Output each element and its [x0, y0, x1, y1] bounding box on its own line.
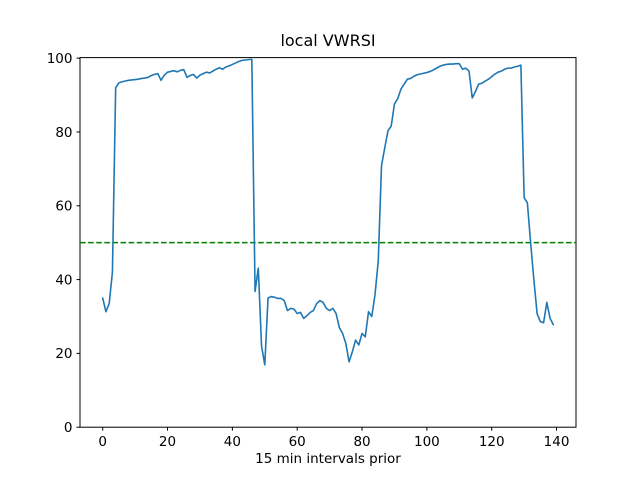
x-tick-label: 0 — [98, 434, 107, 450]
vwrsi-line — [101, 58, 555, 366]
y-tick-label: 100 — [47, 51, 73, 67]
x-tick-label: 140 — [544, 434, 570, 450]
y-tick-label: 40 — [55, 272, 72, 288]
x-tick-label: 40 — [224, 434, 241, 450]
y-tick-label: 60 — [55, 199, 72, 215]
x-tick-label: 100 — [414, 434, 440, 450]
y-tick-label: 80 — [55, 125, 72, 141]
y-axis-ticks: 0 20 40 60 80 100 — [47, 51, 80, 436]
y-tick-label: 20 — [55, 346, 72, 362]
chart-title: local VWRSI — [280, 31, 375, 50]
x-tick-label: 120 — [479, 434, 505, 450]
x-tick-label: 80 — [353, 434, 370, 450]
x-tick-label: 20 — [159, 434, 176, 450]
y-tick-label: 0 — [64, 420, 73, 436]
x-tick-label: 60 — [289, 434, 306, 450]
x-axis-ticks: 0 20 40 60 80 100 120 140 — [98, 427, 569, 450]
x-axis-label: 15 min intervals prior — [255, 451, 401, 467]
